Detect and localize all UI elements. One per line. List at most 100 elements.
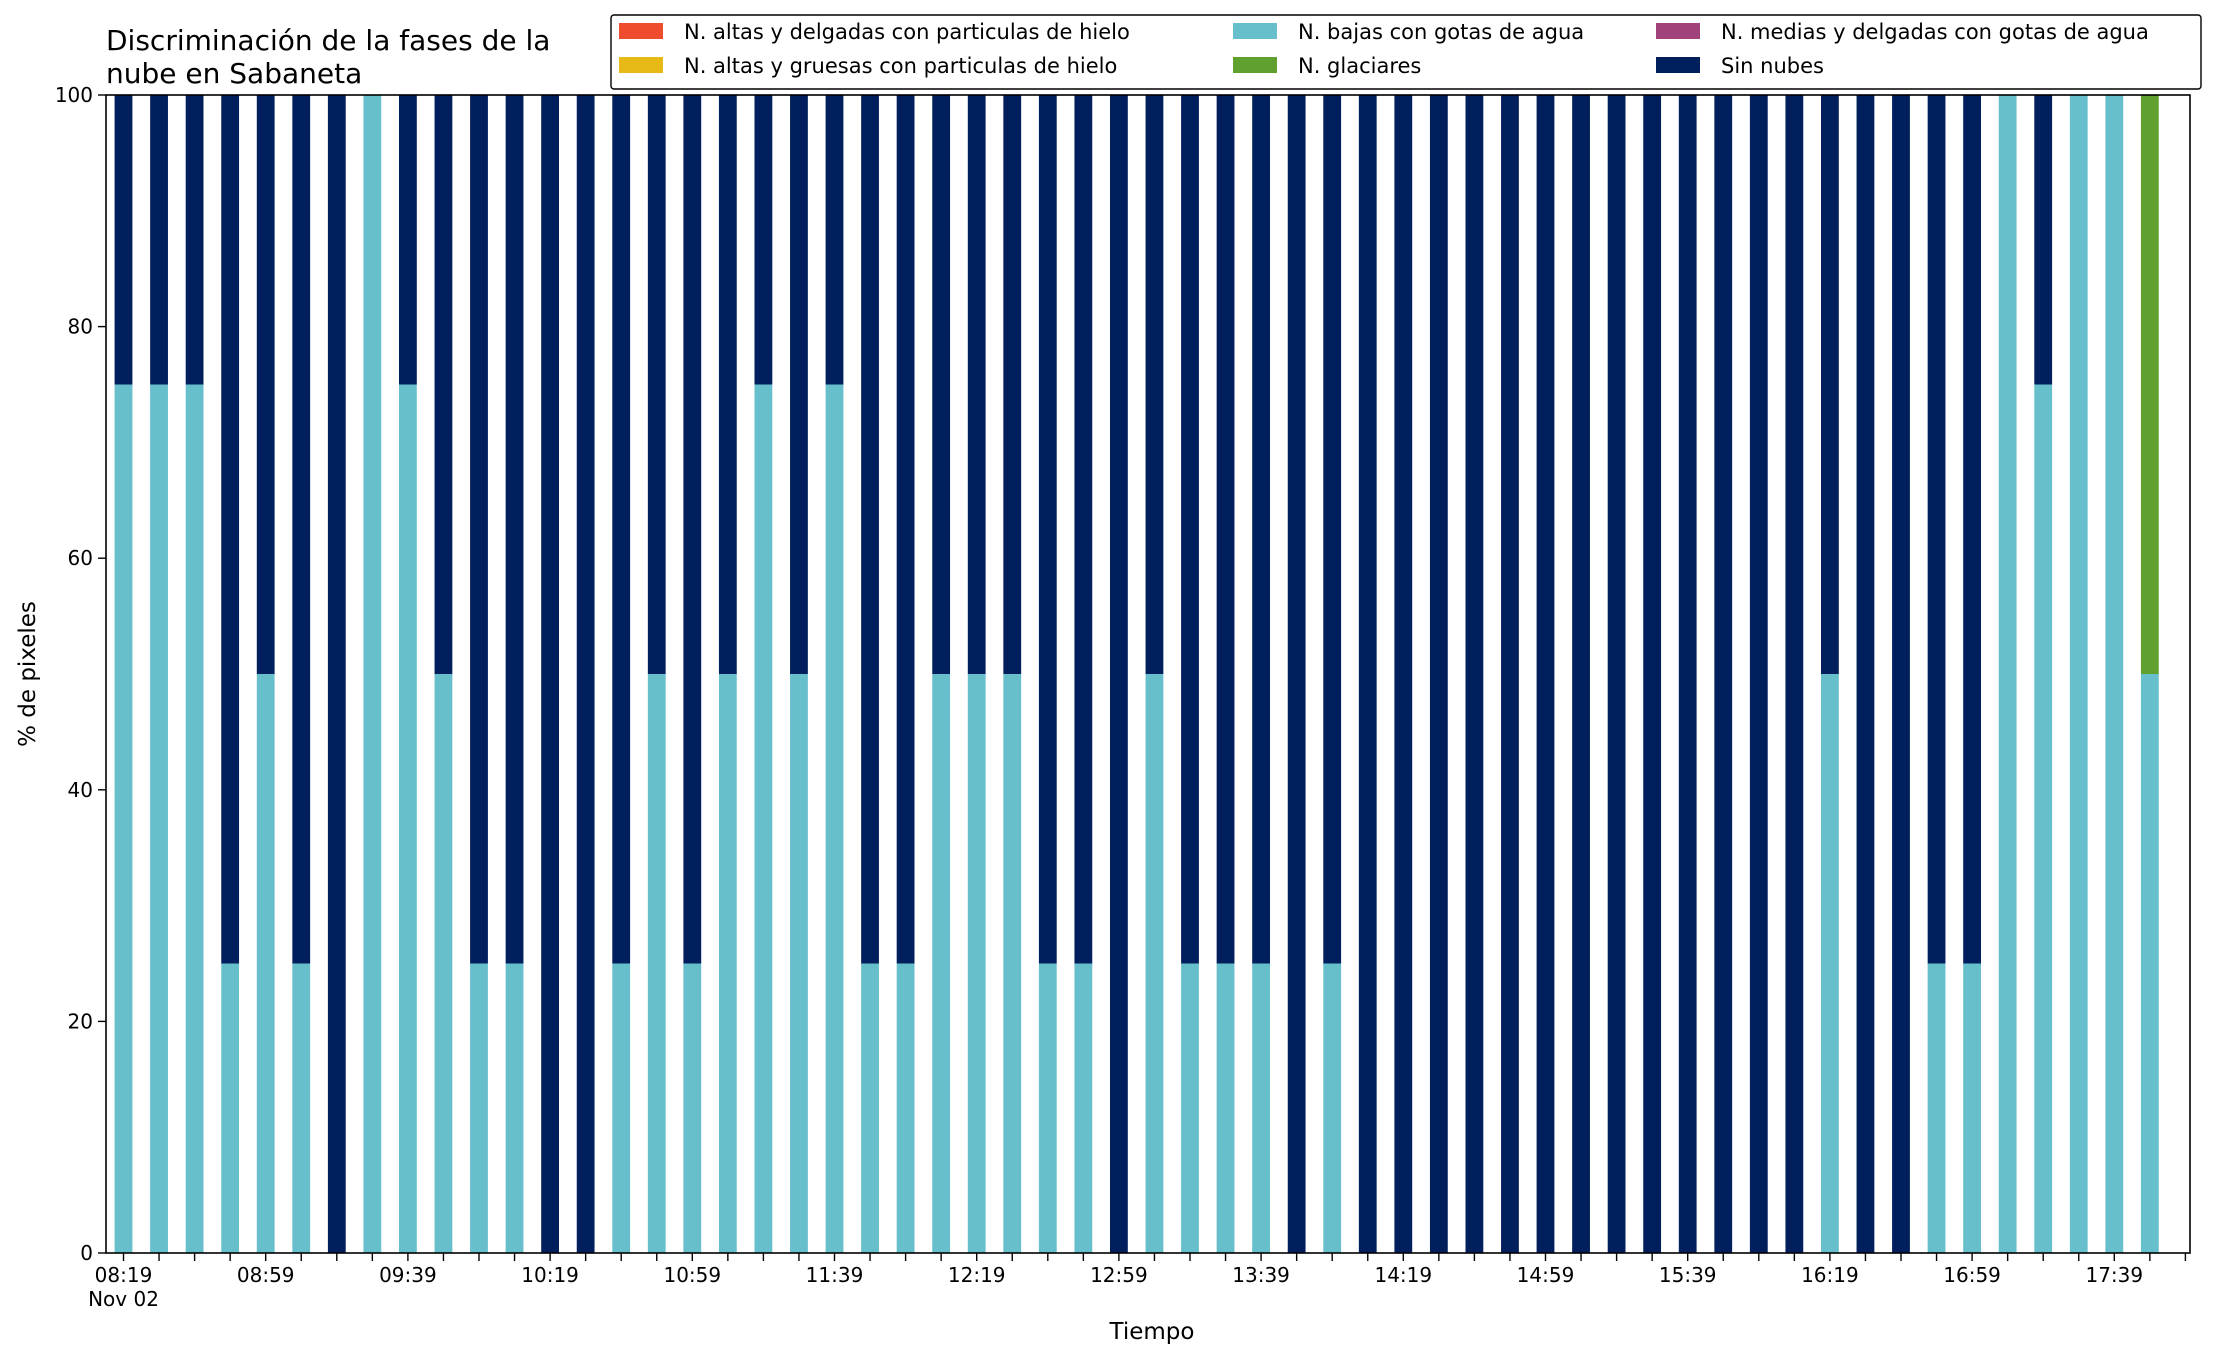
bar-segment [1252, 963, 1270, 1253]
bar-segment [1678, 95, 1697, 1253]
bar-segment [1145, 95, 1164, 674]
bar-segment [1927, 963, 1946, 1253]
chart-title-line-1: Discriminación de la fases de la [106, 24, 550, 57]
y-tick-label: 80 [68, 315, 93, 339]
bar-segment [754, 384, 773, 1253]
bar-segment [1074, 95, 1093, 964]
bar-segment [221, 95, 240, 964]
bar-segment [1323, 95, 1342, 964]
bar-segment [1252, 95, 1270, 964]
bar-segment [114, 95, 133, 385]
x-axis-label: Tiempo [1109, 1319, 1195, 1345]
bar-segment [576, 95, 595, 1253]
x-tick-label: 17:39 [2085, 1263, 2143, 1287]
bar-segment [825, 384, 844, 1253]
legend-swatch [1233, 23, 1277, 39]
legend-label: N. altas y delgadas con particulas de hi… [684, 20, 1130, 44]
y-tick-label: 60 [68, 546, 93, 570]
bar-segment [790, 95, 808, 674]
bar-segment [1074, 963, 1093, 1253]
bar-segment [1572, 95, 1590, 1253]
bar-segment [896, 95, 915, 964]
bar-segment [292, 963, 311, 1253]
bar-segment [612, 963, 631, 1253]
bar-segment [683, 963, 702, 1253]
bar-segment [221, 963, 240, 1253]
legend-label: N. medias y delgadas con gotas de agua [1721, 20, 2149, 44]
bar-segment [1963, 963, 1981, 1253]
y-tick-label: 100 [55, 83, 93, 107]
x-tick-label: 14:59 [1517, 1263, 1575, 1287]
bar-segment [327, 95, 346, 1253]
y-tick-label: 40 [68, 778, 93, 802]
bar-segment [114, 384, 133, 1253]
bar-segment [967, 95, 986, 674]
bar-segment [1429, 95, 1448, 1253]
bar-segment [434, 674, 453, 1253]
bar-segment [541, 95, 559, 1253]
plot-frame [105, 94, 2191, 1254]
x-tick-label: 15:39 [1659, 1263, 1717, 1287]
bar-segment [1963, 95, 1981, 964]
bar-segment [1003, 95, 1022, 674]
x-tick-date-label: Nov 02 [88, 1287, 159, 1311]
bar-segment [470, 963, 488, 1253]
bar-segment [1394, 95, 1413, 1253]
bar-segment [718, 95, 737, 674]
legend-swatch [1656, 57, 1700, 73]
bar-segment [1927, 95, 1946, 964]
bar-segment [967, 674, 986, 1253]
bar-segment [399, 384, 417, 1253]
bar-segment [1216, 963, 1235, 1253]
bar-segment [1323, 963, 1342, 1253]
bar-segment [1145, 674, 1164, 1253]
y-axis-label: % de pixeles [15, 601, 41, 747]
bar-segment [647, 674, 666, 1253]
bar-segment [932, 674, 951, 1253]
legend-frame [610, 14, 2202, 90]
bar-segment [2140, 674, 2159, 1253]
bar-segment [505, 963, 524, 1253]
legend-label: Sin nubes [1721, 54, 1824, 78]
bar-segment [185, 384, 204, 1253]
bar-segment [1287, 95, 1306, 1253]
bar-segment [1821, 95, 1839, 674]
x-tick-label: 14:19 [1374, 1263, 1432, 1287]
legend-swatch [1233, 57, 1277, 73]
bar-segment [2069, 95, 2088, 1253]
legend: N. altas y delgadas con particulas de hi… [610, 14, 2202, 90]
bar-segment [754, 95, 773, 385]
bar-segment [1714, 95, 1733, 1253]
bar-segment [1003, 674, 1022, 1253]
bar-segment [1181, 963, 1199, 1253]
x-tick-label: 10:59 [663, 1263, 721, 1287]
bar-segment [505, 95, 524, 964]
bar-segment [1216, 95, 1235, 964]
bar-segment [1821, 674, 1839, 1253]
bar-segment [2105, 95, 2124, 1253]
bar-segment [1892, 95, 1910, 1253]
legend-swatch [619, 57, 663, 73]
legend-label: N. altas y gruesas con particulas de hie… [684, 54, 1117, 78]
bar-segment [647, 95, 666, 674]
bar-segment [1358, 95, 1377, 1253]
x-tick-label: 08:19 [95, 1263, 153, 1287]
bar-segment [612, 95, 631, 964]
bar-segment [1038, 95, 1057, 964]
bar-segment [1110, 95, 1128, 1253]
bar-segment [861, 963, 879, 1253]
bar-segment [1749, 95, 1768, 1253]
bar-segment [1038, 963, 1057, 1253]
bar-segment [718, 674, 737, 1253]
bar-segment [1465, 95, 1484, 1253]
x-tick-label: 12:59 [1090, 1263, 1148, 1287]
bar-segment [150, 95, 168, 385]
bar-segment [1536, 95, 1555, 1253]
x-axis: 08:19 08:59 09:39 10:19 10:59 11:39 12:19 12:59… [88, 1253, 2187, 1311]
bar-segment [1856, 95, 1875, 1253]
legend-label: N. bajas con gotas de agua [1298, 20, 1584, 44]
bar-segment [2034, 384, 2053, 1253]
bar-segment [790, 674, 808, 1253]
y-tick-label: 20 [68, 1009, 93, 1033]
